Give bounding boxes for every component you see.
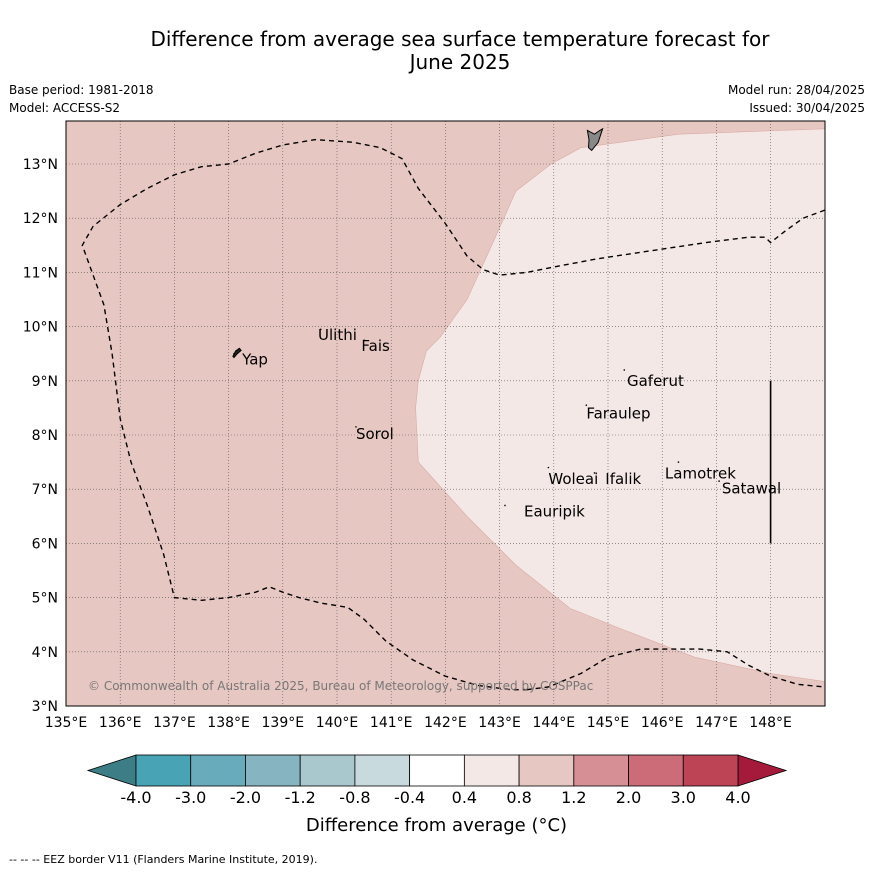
lon-tick-label: 145°E [587, 715, 630, 731]
lat-tick-label: 10°N [23, 320, 58, 336]
lat-tick-label: 9°N [32, 374, 58, 390]
eez-footnote: -- -- -- EEZ border V11 (Flanders Marine… [9, 853, 318, 866]
lon-tick-label: 144°E [533, 715, 576, 731]
land-guam [586, 127, 604, 152]
colorbar-swatch [682, 754, 739, 787]
place-label-lamotrek: Lamotrek [665, 464, 736, 482]
lat-tick-label: 4°N [32, 645, 58, 661]
title-line-2: June 2025 [409, 50, 511, 74]
copyright-text: © Commonwealth of Australia 2025, Bureau… [88, 679, 593, 693]
lat-tick-label: 12°N [23, 211, 58, 227]
place-label-ifalik: Ifalik [605, 470, 641, 488]
lon-tick-label: 137°E [153, 715, 196, 731]
place-label-yap: Yap [241, 351, 268, 369]
colorbar-swatch [245, 754, 301, 787]
place-label-satawal: Satawal [722, 480, 781, 498]
colorbar-tick-label: 3.0 [670, 788, 696, 807]
place-dot-ulithi [319, 328, 322, 331]
colorbar-extend-high [737, 754, 788, 787]
colorbar-swatch [299, 754, 356, 787]
lat-tick-label: 11°N [23, 265, 58, 281]
colorbar-swatch [518, 754, 575, 787]
place-label-fais: Fais [361, 337, 390, 355]
place-dot-yap [233, 352, 235, 355]
colorbar-tick-label: -0.4 [394, 788, 426, 807]
lon-tick-label: 138°E [207, 715, 250, 731]
colorbar-swatch [135, 754, 192, 787]
place-dot-ifalik [593, 472, 596, 474]
lat-tick-label: 7°N [32, 482, 58, 498]
base-period-text: Base period: 1981-2018 [9, 83, 154, 97]
place-label-faraulep: Faraulep [586, 405, 650, 423]
lon-tick-label: 136°E [99, 715, 142, 731]
place-dot-sorol [355, 426, 357, 428]
colorbar-swatch [190, 754, 246, 787]
map-frame [65, 120, 826, 707]
lon-tick-label: 139°E [262, 715, 305, 731]
place-dot-eauripik [504, 504, 506, 507]
colorbar-swatch [463, 754, 520, 787]
place-dot-gaferut [623, 369, 626, 371]
place-label-eauripik: Eauripik [524, 502, 585, 520]
place-dot-lamotrek [677, 461, 680, 463]
place-label-gaferut: Gaferut [627, 372, 684, 390]
lon-tick-label: 143°E [478, 715, 521, 731]
meta-left: Base period: 1981-2018 Model: ACCESS-S2 [9, 81, 154, 117]
colorbar-tick-label: 4.0 [725, 788, 751, 807]
colorbar-tick-label: 2.0 [615, 788, 642, 807]
place-dot-woleai [547, 466, 550, 469]
colorbar-tick-label: -3.0 [175, 788, 207, 807]
place-label-ulithi: Ulithi [318, 326, 357, 344]
meta-right: Model run: 28/04/2025 Issued: 30/04/2025 [728, 81, 865, 117]
issued-text: Issued: 30/04/2025 [749, 101, 865, 115]
lon-tick-label: 142°E [424, 715, 467, 731]
colorbar-tick-label: -4.0 [120, 788, 152, 807]
colorbar-tick-label: -2.0 [229, 788, 262, 807]
lon-tick-label: 148°E [749, 715, 792, 731]
lon-tick-label: 147°E [695, 715, 738, 731]
colorbar-tick-label: 1.2 [561, 788, 587, 807]
colorbar-swatch [354, 754, 411, 787]
land-yap [232, 347, 242, 359]
place-label-sorol: Sorol [356, 425, 394, 443]
place-dot-satawal [718, 480, 720, 482]
colorbar-tick-label: 0.4 [451, 788, 478, 807]
lat-tick-label: 8°N [32, 428, 58, 444]
chart-title: Difference from average sea surface temp… [90, 28, 830, 74]
lon-tick-label: 146°E [641, 715, 684, 731]
colorbar-swatch [628, 754, 684, 787]
colorbar-title: Difference from average (°C) [305, 815, 568, 836]
model-run-text: Model run: 28/04/2025 [727, 83, 865, 97]
lon-tick-label: 135°E [45, 715, 88, 731]
colorbar-tick-label: 0.8 [506, 788, 532, 807]
colorbar-tick-label: -0.8 [339, 788, 371, 807]
colorbar-extend-low [86, 754, 137, 787]
place-dot-fais [363, 339, 365, 341]
title-line-1: Difference from average sea surface temp… [150, 27, 770, 51]
anomaly-region-lower [415, 128, 825, 682]
lat-tick-label: 5°N [32, 591, 58, 607]
lon-tick-label: 140°E [316, 715, 359, 731]
colorbar-tick-label: -1.2 [284, 788, 316, 807]
lon-tick-label: 141°E [370, 715, 413, 731]
lat-tick-label: 3°N [32, 699, 58, 715]
lat-tick-label: 6°N [32, 536, 58, 552]
place-dot-faraulep [585, 404, 588, 406]
colorbar-swatch [573, 754, 629, 787]
colorbar-labels: -4.0 -3.0 -2.0 -1.2 -0.8 -0.4 0.4 0.8 1.2 2.0 3.0 4… [0, 788, 873, 808]
eez-border-line [526, 648, 825, 691]
lat-tick-label: 13°N [23, 157, 58, 173]
place-label-woleai: Woleai [548, 470, 598, 488]
eez-border-line [81, 138, 825, 691]
colorbar-swatch [409, 754, 465, 787]
model-text: Model: ACCESS-S2 [9, 101, 121, 115]
